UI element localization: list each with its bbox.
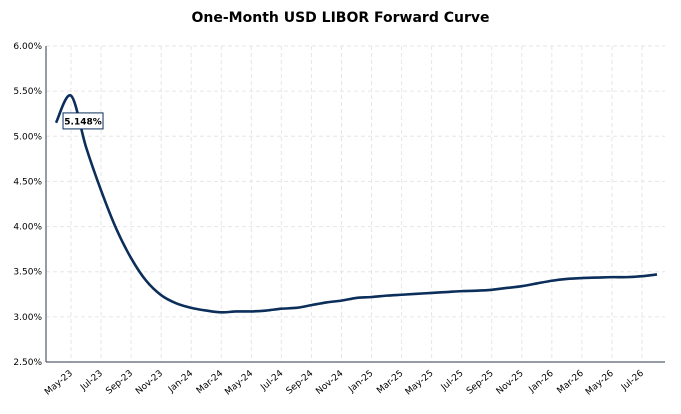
y-tick-label: 5.50% — [13, 87, 42, 97]
y-tick-labels: 2.50% 3.00% 3.50% 4.00% 4.50% 5.00% 5.50% 6.00% — [13, 42, 42, 368]
x-tick-label: May-24 — [223, 368, 255, 397]
series-line — [54, 94, 658, 314]
y-tick-label: 4.00% — [13, 223, 42, 233]
y-tick-label: 6.00% — [13, 42, 42, 52]
x-tick-label: Jan-24 — [166, 368, 195, 395]
x-tick-label: Mar-26 — [556, 368, 586, 396]
chart-title: One-Month USD LIBOR Forward Curve — [191, 10, 490, 26]
x-tick-label: Sep-23 — [104, 369, 135, 397]
y-tick-label: 3.50% — [13, 268, 42, 278]
x-tick-label: May-25 — [404, 369, 436, 398]
x-tick-label: Mar-25 — [375, 369, 405, 397]
x-tick-label: Jul-23 — [78, 369, 105, 394]
y-tick-label: 2.50% — [13, 358, 42, 368]
x-tick-label: Nov-24 — [314, 368, 345, 396]
x-tick-labels: May-23 Jul-23 Sep-23 Nov-23 Jan-24 Mar-24May-… — [43, 368, 646, 397]
y-tick-label: 4.50% — [13, 177, 42, 187]
x-tick-label: Nov-25 — [495, 369, 526, 397]
axis-layer — [45, 46, 665, 363]
grid-layer — [46, 45, 665, 362]
x-tick-label: Jan-25 — [346, 369, 375, 396]
series-layer — [54, 94, 658, 314]
x-tick-label: Nov-23 — [134, 369, 165, 397]
x-tick-label: Sep-24 — [285, 368, 316, 396]
x-tick-label: Jul-24 — [259, 368, 286, 393]
x-tick-label: May-23 — [43, 369, 75, 398]
y-tick-label: 3.00% — [13, 313, 42, 323]
x-tick-label: Sep-25 — [465, 369, 496, 397]
x-tick-label: Jan-26 — [527, 368, 556, 395]
annotation-box — [62, 112, 104, 130]
x-tick-label: Jul-26 — [619, 368, 646, 393]
y-tick-label: 5.00% — [13, 132, 42, 142]
x-tick-label: Jul-25 — [439, 369, 466, 394]
x-tick-label: May-26 — [584, 368, 616, 397]
annotation-layer: 5.148% — [62, 112, 104, 130]
annotation-label: 5.148% — [64, 117, 102, 127]
x-tick-label: Mar-24 — [195, 368, 225, 396]
